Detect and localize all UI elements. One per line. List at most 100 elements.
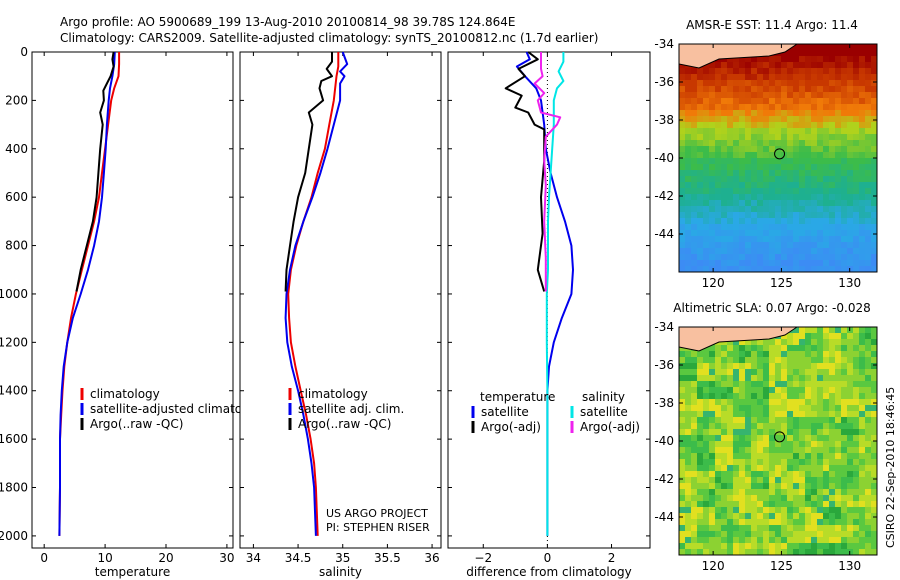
map-cell xyxy=(787,164,793,170)
map-cell xyxy=(871,459,877,465)
map-cell xyxy=(823,417,829,423)
map-cell xyxy=(763,146,769,152)
map-cell xyxy=(871,489,877,495)
map-cell xyxy=(859,399,865,405)
map-cell xyxy=(805,260,811,266)
map-cell xyxy=(823,405,829,411)
map-y-tick-label: -34 xyxy=(654,37,674,51)
x-tick-label: 34.5 xyxy=(285,551,312,565)
map-cell xyxy=(787,471,793,477)
map-cell xyxy=(745,501,751,507)
map-cell xyxy=(859,200,865,206)
map-cell xyxy=(787,549,793,555)
map-cell xyxy=(793,254,799,260)
map-cell xyxy=(745,110,751,116)
map-cell xyxy=(865,134,871,140)
map-cell xyxy=(865,435,871,441)
map-cell xyxy=(703,122,709,128)
map-cell xyxy=(805,537,811,543)
map-cell xyxy=(697,483,703,489)
map-cell xyxy=(691,224,697,230)
map-cell xyxy=(775,453,781,459)
map-cell xyxy=(745,471,751,477)
map-cell xyxy=(853,194,859,200)
map-cell xyxy=(709,519,715,525)
map-cell xyxy=(685,188,691,194)
map-cell xyxy=(757,206,763,212)
map-cell xyxy=(823,212,829,218)
legend-label: satellite-adjusted climatolog xyxy=(90,402,260,416)
map-cell xyxy=(745,194,751,200)
map-cell xyxy=(745,531,751,537)
map-cell xyxy=(679,140,685,146)
map-cell xyxy=(811,531,817,537)
map-cell xyxy=(811,236,817,242)
map-cell xyxy=(721,182,727,188)
map-cell xyxy=(703,513,709,519)
map-cell xyxy=(715,236,721,242)
map-cell xyxy=(739,104,745,110)
map-cell xyxy=(679,248,685,254)
map-cell xyxy=(781,411,787,417)
map-cell xyxy=(865,387,871,393)
map-cell xyxy=(751,122,757,128)
map-cell xyxy=(745,489,751,495)
map-cell xyxy=(871,200,877,206)
map-cell xyxy=(781,140,787,146)
map-cell xyxy=(841,399,847,405)
map-cell xyxy=(757,441,763,447)
map-cell xyxy=(859,435,865,441)
map-cell xyxy=(709,453,715,459)
map-cell xyxy=(853,188,859,194)
map-cell xyxy=(745,158,751,164)
map-cell xyxy=(679,447,685,453)
map-cell xyxy=(691,531,697,537)
map-cell xyxy=(793,266,799,272)
map-cell xyxy=(853,62,859,68)
map-cell xyxy=(793,92,799,98)
map-cell xyxy=(721,489,727,495)
map-cell xyxy=(775,140,781,146)
map-cell xyxy=(811,176,817,182)
map-cell xyxy=(721,242,727,248)
map-cell xyxy=(799,387,805,393)
map-cell xyxy=(691,260,697,266)
map-cell xyxy=(757,387,763,393)
map-cell xyxy=(817,501,823,507)
map-cell xyxy=(823,194,829,200)
map-cell xyxy=(745,134,751,140)
map-cell xyxy=(685,405,691,411)
map-cell xyxy=(721,543,727,549)
series-climatology xyxy=(287,52,340,536)
map-cell xyxy=(793,417,799,423)
map-cell xyxy=(793,381,799,387)
map-cell xyxy=(835,513,841,519)
map-cell xyxy=(769,164,775,170)
map-cell xyxy=(727,345,733,351)
map-cell xyxy=(817,375,823,381)
map-cell xyxy=(721,110,727,116)
map-cell xyxy=(769,345,775,351)
map-cell xyxy=(715,429,721,435)
map-cell xyxy=(781,218,787,224)
map-cell xyxy=(733,429,739,435)
map-cell xyxy=(823,86,829,92)
map-cell xyxy=(871,218,877,224)
map-cell xyxy=(787,507,793,513)
map-cell xyxy=(757,182,763,188)
map-cell xyxy=(799,345,805,351)
map-cell xyxy=(865,453,871,459)
map-cell xyxy=(739,441,745,447)
map-cell xyxy=(835,399,841,405)
map-cell xyxy=(751,182,757,188)
map-cell xyxy=(871,405,877,411)
map-cell xyxy=(871,74,877,80)
map-cell xyxy=(775,134,781,140)
map-cell xyxy=(751,381,757,387)
map-cell xyxy=(739,495,745,501)
map-cell xyxy=(763,188,769,194)
map-cell xyxy=(721,459,727,465)
map-cell xyxy=(679,146,685,152)
map-cell xyxy=(727,134,733,140)
